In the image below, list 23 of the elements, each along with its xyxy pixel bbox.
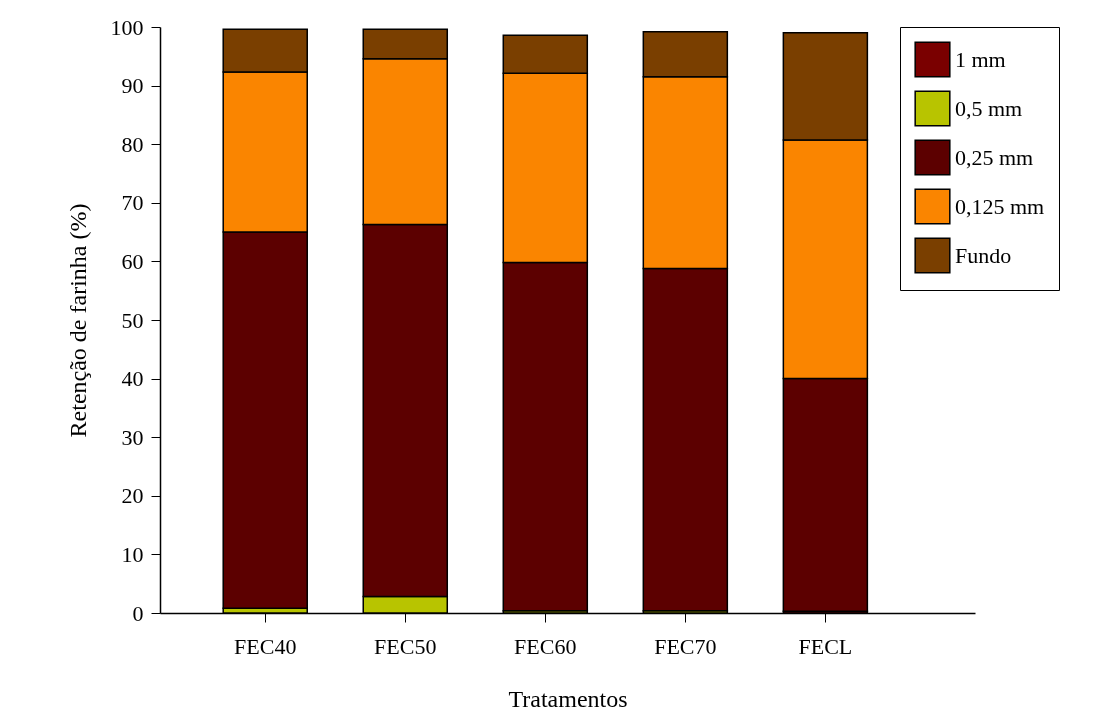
y-tick-label: 10 (121, 541, 144, 567)
legend-label: 0,5 mm (955, 95, 1023, 121)
x-tick-label: FEC60 (514, 633, 577, 659)
x-tick-label: FECL (798, 633, 853, 659)
y-tick-label: 40 (121, 366, 144, 392)
y-tick-label: 20 (121, 483, 144, 509)
legend-label: Fundo (955, 242, 1012, 268)
y-tick-label: 30 (121, 424, 144, 450)
x-axis-title: Tratamentos (508, 685, 628, 712)
y-tick-label: 0 (132, 600, 144, 626)
x-tick-label: FEC40 (234, 633, 297, 659)
y-tick-label: 80 (121, 131, 144, 157)
y-tick-label: 70 (121, 190, 144, 216)
legend-label: 0,25 mm (955, 144, 1034, 170)
legend-label: 1 mm (955, 46, 1006, 72)
y-tick-label: 100 (110, 14, 144, 40)
x-tick-label: FEC70 (654, 633, 717, 659)
y-axis-title: Retenção de farinha (%) (64, 203, 91, 438)
y-tick-label: 90 (121, 73, 144, 99)
x-tick-label: FEC50 (374, 633, 437, 659)
y-tick-label: 50 (121, 307, 144, 333)
legend-label: 0,125 mm (955, 193, 1045, 219)
y-tick-label: 60 (121, 248, 144, 274)
